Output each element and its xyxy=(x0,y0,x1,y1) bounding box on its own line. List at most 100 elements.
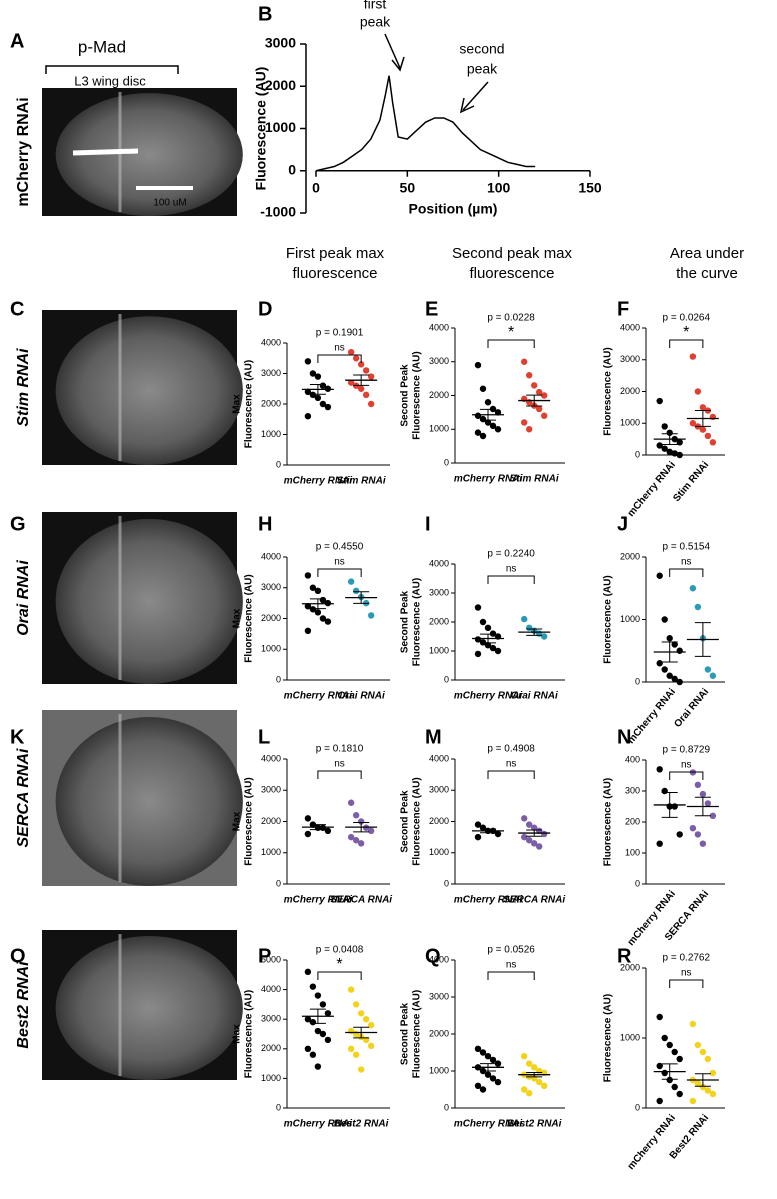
panel-letter: J xyxy=(617,513,628,535)
data-point xyxy=(309,1051,317,1058)
y-tick-label: 3000 xyxy=(261,582,281,592)
wing-disc xyxy=(55,936,243,1080)
p-value: p = 0.1901 xyxy=(316,328,364,339)
y-tick-label: 0 xyxy=(635,1102,640,1112)
x-tick-label: Orai RNAi xyxy=(338,691,385,702)
data-point xyxy=(347,578,355,585)
y-tick-label: 0 xyxy=(276,459,281,469)
data-point xyxy=(479,1086,487,1093)
sem-bar xyxy=(480,1063,496,1072)
y-tick-label: 5000 xyxy=(261,954,281,964)
y-tick-label: 1000 xyxy=(265,119,296,135)
y-tick-label: 3000 xyxy=(429,356,449,366)
y-tick-label: 4000 xyxy=(261,753,281,763)
significance-bracket xyxy=(487,339,535,348)
y-tick-label: 3000 xyxy=(429,785,449,795)
data-point xyxy=(367,1021,375,1029)
data-point xyxy=(347,986,355,993)
y-tick-label: 3000 xyxy=(261,785,281,795)
data-point xyxy=(352,812,360,819)
data-point xyxy=(304,413,312,420)
data-point xyxy=(362,367,370,374)
panel-letter: E xyxy=(425,298,438,320)
data-point xyxy=(314,587,322,595)
y-tick-label: 300 xyxy=(625,785,640,795)
sem-bar xyxy=(480,408,496,421)
p-value: p = 0.2240 xyxy=(487,549,535,560)
y-axis-label: Fluorescence (AU) xyxy=(253,67,269,191)
sem-bar xyxy=(353,821,370,833)
data-point xyxy=(479,432,487,440)
data-point xyxy=(656,1013,663,1021)
y-tick-label: 3000 xyxy=(620,354,640,364)
column-header: First peak max xyxy=(286,245,385,262)
data-point xyxy=(536,388,543,396)
column-header: Area under xyxy=(670,245,744,262)
panel-letter: C xyxy=(10,298,24,320)
data-point xyxy=(699,790,707,798)
column-header: the curve xyxy=(676,265,738,282)
y-tick-label: 0 xyxy=(276,878,281,888)
data-point xyxy=(704,1055,712,1063)
y-tick-label: 4000 xyxy=(620,322,640,332)
data-point xyxy=(479,415,487,423)
x-tick-label: mCherry RNAi xyxy=(454,895,523,906)
data-point xyxy=(352,1001,360,1008)
significance-label: ns xyxy=(681,557,692,568)
data-point xyxy=(694,831,702,838)
row-label: Orai RNAi xyxy=(15,560,32,636)
x-tick-label: mCherry RNAi xyxy=(626,686,679,746)
data-point xyxy=(304,388,312,395)
y-tick-label: 1000 xyxy=(261,847,281,857)
y-tick-label: 1000 xyxy=(620,614,640,624)
significance-label: ns xyxy=(681,760,692,771)
p-value: p = 0.5154 xyxy=(663,542,711,553)
data-point xyxy=(709,1069,717,1077)
y-tick-label: 4000 xyxy=(261,984,281,994)
data-point xyxy=(304,1016,312,1023)
data-point xyxy=(666,672,673,679)
data-point xyxy=(676,647,683,654)
data-point xyxy=(666,448,673,456)
p-value: p = 0.0228 xyxy=(487,313,535,324)
data-point xyxy=(661,616,668,623)
x-tick-label: mCherry RNAi xyxy=(284,1119,353,1130)
x-tick-label: Best2 RNAi xyxy=(507,1119,562,1130)
y-tick-label: 200 xyxy=(625,816,640,826)
data-point xyxy=(489,1056,497,1064)
data-point xyxy=(484,642,492,649)
panel-letter: O xyxy=(10,945,26,967)
data-point xyxy=(304,815,312,822)
data-point xyxy=(352,837,360,844)
y-tick-label: 400 xyxy=(625,754,640,764)
data-point xyxy=(314,373,322,380)
data-point xyxy=(474,604,482,611)
wing-disc xyxy=(55,316,243,465)
data-point xyxy=(521,815,528,822)
y-tick-label: 1000 xyxy=(429,847,449,857)
data-point xyxy=(699,1083,707,1091)
p-value: p = 0.0408 xyxy=(316,945,364,956)
data-point xyxy=(319,615,327,622)
sem-bar xyxy=(309,824,326,831)
data-point xyxy=(304,1045,312,1053)
data-point xyxy=(489,630,497,637)
data-point xyxy=(656,766,663,773)
data-point xyxy=(309,370,317,377)
y-tick-label: 0 xyxy=(276,1102,281,1112)
y-tick-label: 0 xyxy=(444,457,449,467)
data-point xyxy=(526,1060,533,1067)
annotation: peak xyxy=(360,14,391,30)
data-point xyxy=(489,422,497,430)
p-value: p = 0.1810 xyxy=(316,744,364,755)
sem-bar xyxy=(694,410,711,427)
data-point xyxy=(689,420,697,427)
y-axis-label: Second Peak xyxy=(400,364,411,427)
data-point xyxy=(541,392,548,399)
data-point xyxy=(309,606,317,613)
data-point xyxy=(689,353,697,360)
data-point xyxy=(671,675,678,683)
data-point xyxy=(676,1090,683,1098)
y-tick-label: 2000 xyxy=(261,398,281,408)
y-axis-label: Max xyxy=(232,608,243,628)
